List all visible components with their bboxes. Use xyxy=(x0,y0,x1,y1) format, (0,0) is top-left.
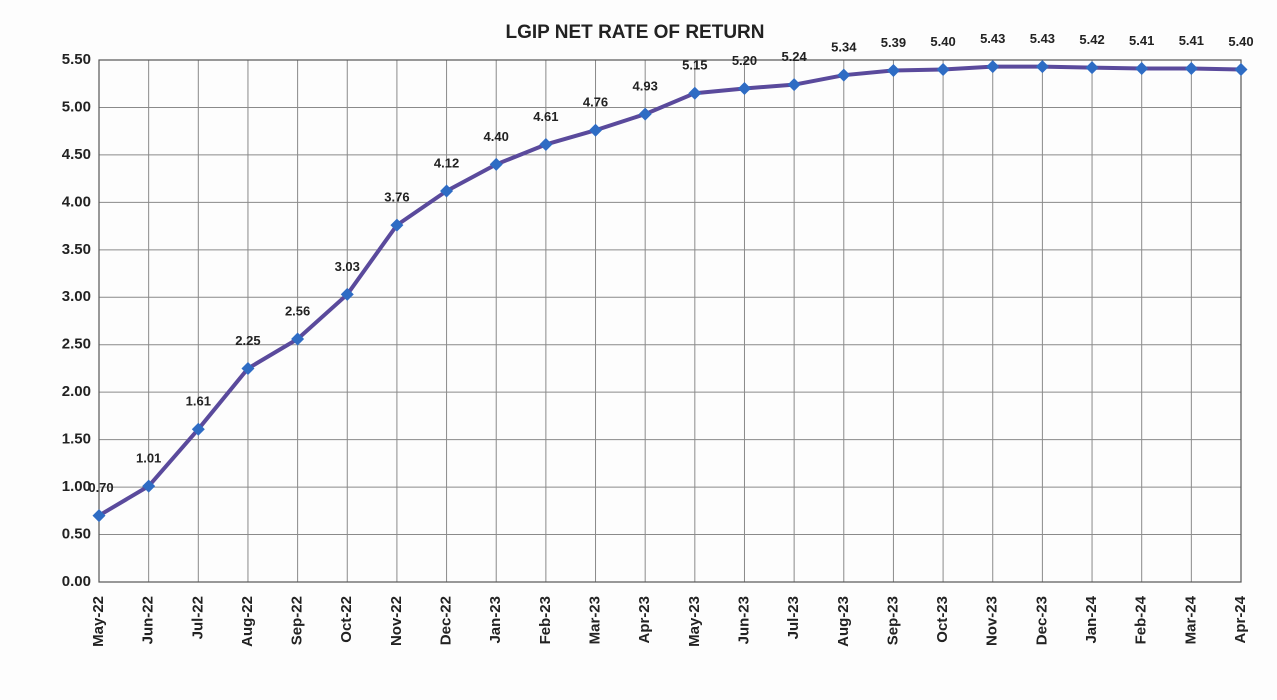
marker xyxy=(1234,62,1248,76)
marker xyxy=(489,157,503,171)
y-tick-label: 5.00 xyxy=(62,98,91,115)
x-tick-label: Jul-23 xyxy=(785,596,802,639)
x-tick-label: Aug-22 xyxy=(239,596,256,647)
data-label: 5.43 xyxy=(1030,31,1055,46)
x-tick-label: Jan-24 xyxy=(1083,595,1100,643)
data-label: 5.40 xyxy=(930,34,955,49)
x-tick-label: Mar-24 xyxy=(1182,595,1199,644)
x-tick-label: Jun-22 xyxy=(140,596,157,644)
data-label: 1.61 xyxy=(186,394,211,409)
marker xyxy=(1135,62,1149,76)
data-label: 5.24 xyxy=(781,49,807,64)
x-tick-label: May-23 xyxy=(686,596,703,647)
data-label: 4.12 xyxy=(434,155,459,170)
y-tick-label: 0.00 xyxy=(62,573,91,590)
marker xyxy=(589,123,603,137)
marker xyxy=(191,422,205,436)
x-tick-label: Jan-23 xyxy=(487,596,504,644)
y-tick-label: 2.50 xyxy=(62,336,91,353)
x-tick-label: Dec-22 xyxy=(438,596,455,645)
marker xyxy=(291,332,305,346)
marker xyxy=(638,107,652,121)
x-tick-label: Mar-23 xyxy=(586,596,603,644)
x-tick-label: Nov-22 xyxy=(388,596,405,646)
plot-border xyxy=(98,59,1242,583)
data-label: 4.61 xyxy=(533,109,558,124)
y-tick-label: 1.00 xyxy=(62,478,91,495)
y-tick-label: 3.50 xyxy=(62,241,91,258)
y-tick-label: 1.50 xyxy=(62,431,91,448)
data-label: 5.39 xyxy=(881,35,906,50)
data-label: 5.34 xyxy=(831,40,857,55)
x-tick-label: Sep-22 xyxy=(289,596,306,645)
data-label: 3.03 xyxy=(335,259,360,274)
marker xyxy=(1085,61,1099,75)
marker xyxy=(340,287,354,301)
data-label: 2.25 xyxy=(235,333,260,348)
data-label: 1.01 xyxy=(136,451,161,466)
marker xyxy=(737,81,751,95)
marker xyxy=(92,509,106,523)
y-tick-label: 0.50 xyxy=(62,526,91,543)
chart-title: LGIP NET RATE OF RETURN xyxy=(506,22,765,43)
marker xyxy=(390,218,404,232)
marker xyxy=(539,137,553,151)
marker xyxy=(241,361,255,375)
x-tick-label: Oct-23 xyxy=(934,596,951,643)
data-label: 4.40 xyxy=(484,129,509,144)
data-label: 5.42 xyxy=(1079,32,1104,47)
data-label: 5.15 xyxy=(682,58,707,73)
marker xyxy=(936,62,950,76)
x-tick-label: Aug-23 xyxy=(835,596,852,647)
data-label: 3.76 xyxy=(384,190,409,205)
marker xyxy=(837,68,851,82)
x-tick-label: Dec-23 xyxy=(1033,596,1050,645)
data-label: 0.70 xyxy=(88,480,113,495)
x-tick-label: Feb-24 xyxy=(1133,595,1150,644)
data-label: 5.43 xyxy=(980,31,1005,46)
marker xyxy=(142,479,156,493)
x-tick-label: Jun-23 xyxy=(735,596,752,644)
x-tick-label: Jul-22 xyxy=(189,596,206,639)
x-tick-label: Feb-23 xyxy=(537,596,554,644)
data-label: 4.93 xyxy=(633,79,658,94)
x-tick-label: Apr-23 xyxy=(636,596,653,644)
marker xyxy=(440,184,454,198)
y-tick-label: 2.00 xyxy=(62,383,91,400)
y-tick-label: 3.00 xyxy=(62,288,91,305)
data-label: 2.56 xyxy=(285,303,310,318)
data-label: 5.41 xyxy=(1179,33,1204,48)
x-tick-label: Apr-24 xyxy=(1232,595,1249,643)
x-tick-label: May-22 xyxy=(90,596,107,647)
y-tick-label: 4.50 xyxy=(62,146,91,163)
marker xyxy=(886,63,900,77)
data-label: 5.40 xyxy=(1228,34,1253,49)
x-tick-label: Sep-23 xyxy=(884,596,901,645)
data-label: 4.76 xyxy=(583,95,608,110)
y-tick-label: 5.50 xyxy=(62,51,91,68)
line xyxy=(97,64,1242,518)
marker xyxy=(986,60,1000,74)
marker xyxy=(1184,62,1198,76)
marker xyxy=(1035,60,1049,74)
data-label: 5.20 xyxy=(732,53,757,68)
y-tick-label: 4.00 xyxy=(62,193,91,210)
marker xyxy=(787,78,801,92)
x-tick-label: Nov-23 xyxy=(984,596,1001,646)
marker xyxy=(688,86,702,100)
data-label: 5.41 xyxy=(1129,33,1154,48)
x-tick-label: Oct-22 xyxy=(338,596,355,643)
